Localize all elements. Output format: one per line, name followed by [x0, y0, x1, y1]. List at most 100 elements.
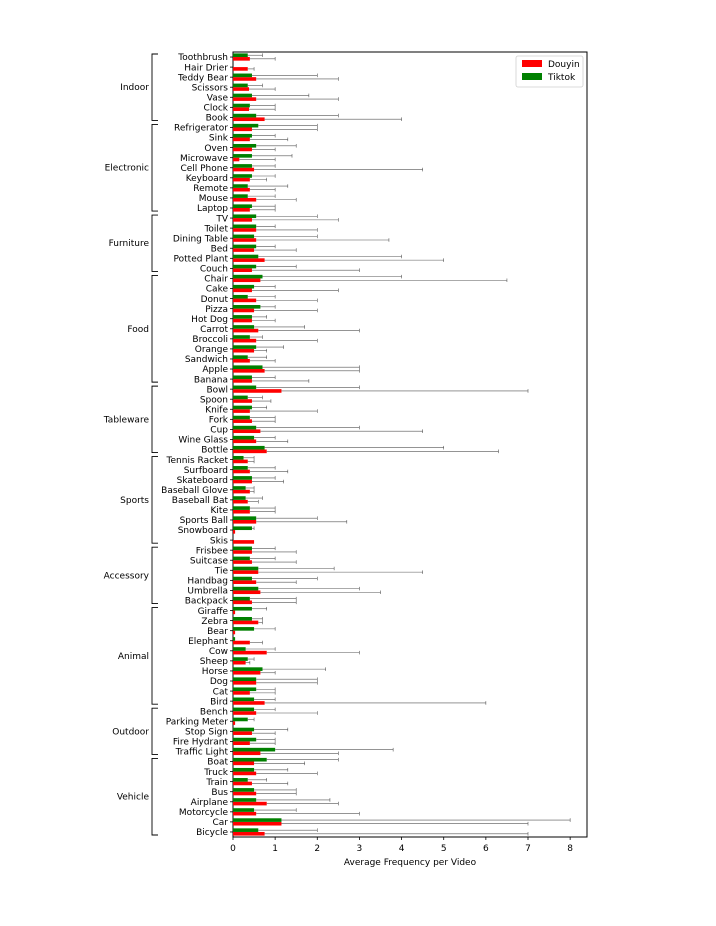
- bar-douyin-tennis-racket: [233, 459, 248, 464]
- bar-tiktok-sandwich: [233, 355, 248, 359]
- y-tick-label: Clock: [204, 104, 229, 114]
- legend-label-tiktok: Tiktok: [547, 73, 576, 83]
- bar-tiktok-dog: [233, 677, 257, 682]
- bar-douyin-toothbrush: [233, 57, 250, 61]
- bar-douyin-elephant: [233, 640, 250, 645]
- bar-tiktok-kite: [233, 506, 250, 510]
- group-bracket-furniture: [151, 214, 158, 272]
- bar-douyin-knife: [233, 409, 250, 413]
- bar-douyin-oven: [233, 147, 252, 152]
- bar-tiktok-surfboard: [233, 466, 248, 470]
- x-tick-label: 1: [272, 844, 278, 854]
- y-tick-label: Broccoli: [192, 335, 228, 345]
- bar-tiktok-horse: [233, 667, 263, 671]
- bar-douyin-carrot: [233, 328, 259, 333]
- bar-douyin-traffic-light: [233, 751, 261, 756]
- y-tick-label: Mouse: [199, 194, 229, 204]
- bar-tiktok-couch: [233, 264, 257, 269]
- bar-tiktok-fork: [233, 415, 250, 420]
- y-tick-label: Truck: [203, 768, 229, 778]
- bar-tiktok-parking-meter: [233, 717, 248, 722]
- y-tick-label: Wine Glass: [178, 436, 228, 446]
- bar-douyin-bicycle: [233, 831, 265, 836]
- y-tick-label: Sink: [209, 134, 229, 144]
- bar-douyin-giraffe: [233, 610, 236, 615]
- bar-tiktok-elephant: [233, 637, 236, 641]
- y-tick-label: Surfboard: [184, 466, 228, 476]
- y-tick-label: Handbag: [187, 577, 228, 587]
- y-tick-label: Microwave: [180, 154, 228, 164]
- y-tick-label: Sports Ball: [180, 516, 228, 526]
- bar-douyin-bowl: [233, 389, 282, 393]
- bar-tiktok-banana: [233, 375, 252, 380]
- bar-tiktok-remote: [233, 184, 248, 188]
- bar-douyin-bench: [233, 711, 257, 715]
- legend-label-douyin: Douyin: [548, 60, 580, 70]
- bar-tiktok-cake: [233, 284, 255, 289]
- bar-tiktok-sports-ball: [233, 516, 257, 520]
- y-tick-label: Motorcycle: [179, 808, 229, 818]
- y-tick-label: Baseball Glove: [161, 486, 228, 496]
- bar-douyin-umbrella: [233, 590, 261, 595]
- bar-tiktok-potted-plant: [233, 254, 259, 259]
- bar-douyin-parking-meter: [233, 721, 236, 725]
- bar-tiktok-sink: [233, 133, 252, 138]
- bar-douyin-car: [233, 821, 282, 826]
- bar-douyin-zebra: [233, 620, 259, 625]
- bar-douyin-keyboard: [233, 177, 250, 182]
- y-tick-label: Keyboard: [186, 174, 228, 184]
- bar-tiktok-toothbrush: [233, 53, 248, 58]
- bar-douyin-truck: [233, 771, 257, 776]
- bar-tiktok-snowboard: [233, 526, 252, 531]
- bar-douyin-apple: [233, 369, 265, 373]
- bar-tiktok-train: [233, 778, 248, 782]
- bar-tiktok-knife: [233, 405, 252, 410]
- bar-douyin-banana: [233, 379, 252, 383]
- bar-tiktok-bottle: [233, 445, 265, 450]
- y-tick-label: Fork: [209, 416, 229, 426]
- bar-douyin-cup: [233, 429, 261, 434]
- bar-douyin-dining-table: [233, 238, 257, 242]
- bar-douyin-snowboard: [233, 530, 236, 534]
- bar-douyin-dog: [233, 681, 257, 685]
- group-label-sports: Sports: [120, 496, 149, 506]
- bar-tiktok-book: [233, 113, 257, 118]
- bar-douyin-frisbee: [233, 550, 252, 554]
- bar-tiktok-oven: [233, 143, 257, 148]
- group-bracket-accessory: [151, 546, 158, 604]
- bar-tiktok-orange: [233, 345, 257, 349]
- y-tick-label: Zebra: [201, 617, 228, 627]
- x-tick-label: 5: [441, 844, 447, 854]
- bar-douyin-teddy-bear: [233, 77, 257, 81]
- bar-douyin-motorcycle: [233, 811, 257, 816]
- error-bars: [239, 53, 571, 836]
- y-tick-label: Hot Dog: [191, 315, 228, 325]
- y-tick-label: Bottle: [201, 446, 228, 456]
- y-tick-label: Toothbrush: [177, 53, 228, 63]
- y-tick-label: Boat: [207, 758, 228, 768]
- y-tick-label: Bench: [200, 707, 228, 717]
- y-tick-label: Bus: [211, 788, 228, 798]
- group-label-food: Food: [127, 325, 149, 335]
- y-tick-label: Refrigerator: [174, 124, 228, 134]
- y-tick-label: Tie: [214, 567, 229, 577]
- bar-tiktok-dining-table: [233, 234, 255, 239]
- bar-tiktok-donut: [233, 294, 248, 299]
- bar-douyin-sheep: [233, 660, 246, 665]
- bar-tiktok-scissors: [233, 83, 248, 88]
- y-tick-label: Cup: [210, 426, 228, 436]
- bar-douyin-cat: [233, 691, 250, 695]
- bar-douyin-potted-plant: [233, 258, 265, 262]
- bar-douyin-mouse: [233, 197, 257, 202]
- y-tick-label: Apple: [202, 365, 228, 375]
- y-tick-label: Bear: [207, 627, 228, 637]
- y-tick-label: Umbrella: [187, 587, 228, 597]
- bar-douyin-laptop: [233, 207, 250, 212]
- y-tick-label: Cow: [209, 647, 228, 657]
- bar-tiktok-cat: [233, 687, 257, 692]
- bar-douyin-fire-hydrant: [233, 741, 250, 746]
- bar-douyin-backpack: [233, 600, 252, 605]
- group-bracket-tableware: [151, 385, 158, 454]
